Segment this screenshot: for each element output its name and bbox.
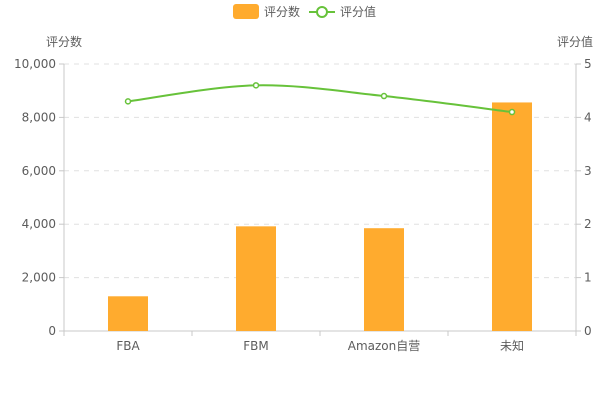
y-left-tick-label: 2,000 — [22, 271, 56, 285]
bar-FBM — [236, 226, 276, 331]
x-axis-tick-labels: FBA FBM Amazon自营 未知 — [116, 339, 524, 353]
y-left-tick-label: 8,000 — [22, 110, 56, 124]
y-right-tick-label: 4 — [584, 110, 592, 124]
x-tick-label: FBM — [243, 339, 269, 353]
y-left-tick-label: 0 — [48, 324, 56, 338]
x-tick-label: 未知 — [500, 339, 524, 353]
y-right-tick-label: 0 — [584, 324, 592, 338]
legend-item-line[interactable]: 评分值 — [309, 4, 376, 19]
rating-point-Amazon自营 — [380, 92, 388, 100]
rating-line — [127, 84, 513, 114]
y-left-tick-labels: 0 2,000 4,000 6,000 8,000 10,000 — [14, 57, 56, 338]
legend-item-bar[interactable]: 评分数 — [233, 4, 300, 19]
y-right-axis-title: 评分值 — [557, 34, 593, 49]
y-right-tick-labels: 0 1 2 3 4 5 — [584, 57, 592, 338]
legend-line-label: 评分值 — [340, 4, 376, 19]
rating-point-FBM — [252, 82, 260, 89]
y-right-tick-label: 5 — [584, 57, 592, 71]
legend[interactable]: 评分数 评分值 — [233, 4, 376, 19]
axes — [59, 63, 581, 336]
legend-bar-label: 评分数 — [264, 4, 300, 19]
y-left-tick-label: 10,000 — [14, 57, 56, 71]
x-tick-label: Amazon自营 — [348, 339, 421, 353]
bar-FBA — [108, 296, 148, 331]
y-left-tick-label: 6,000 — [22, 164, 56, 178]
legend-bar-swatch — [233, 4, 259, 19]
rating-point-未知 — [508, 108, 516, 116]
bar-Amazon自营 — [364, 228, 404, 331]
bar-未知 — [492, 102, 532, 331]
line-series — [124, 82, 516, 116]
y-right-tick-label: 3 — [584, 164, 592, 178]
y-left-axis-title: 评分数 — [46, 34, 82, 49]
y-right-tick-label: 2 — [584, 217, 592, 231]
y-right-tick-label: 1 — [584, 271, 592, 285]
rating-point-FBA — [124, 98, 132, 105]
legend-line-marker — [316, 6, 328, 18]
bar-series — [108, 102, 532, 331]
x-tick-label: FBA — [116, 339, 140, 353]
y-left-tick-label: 4,000 — [22, 217, 56, 231]
